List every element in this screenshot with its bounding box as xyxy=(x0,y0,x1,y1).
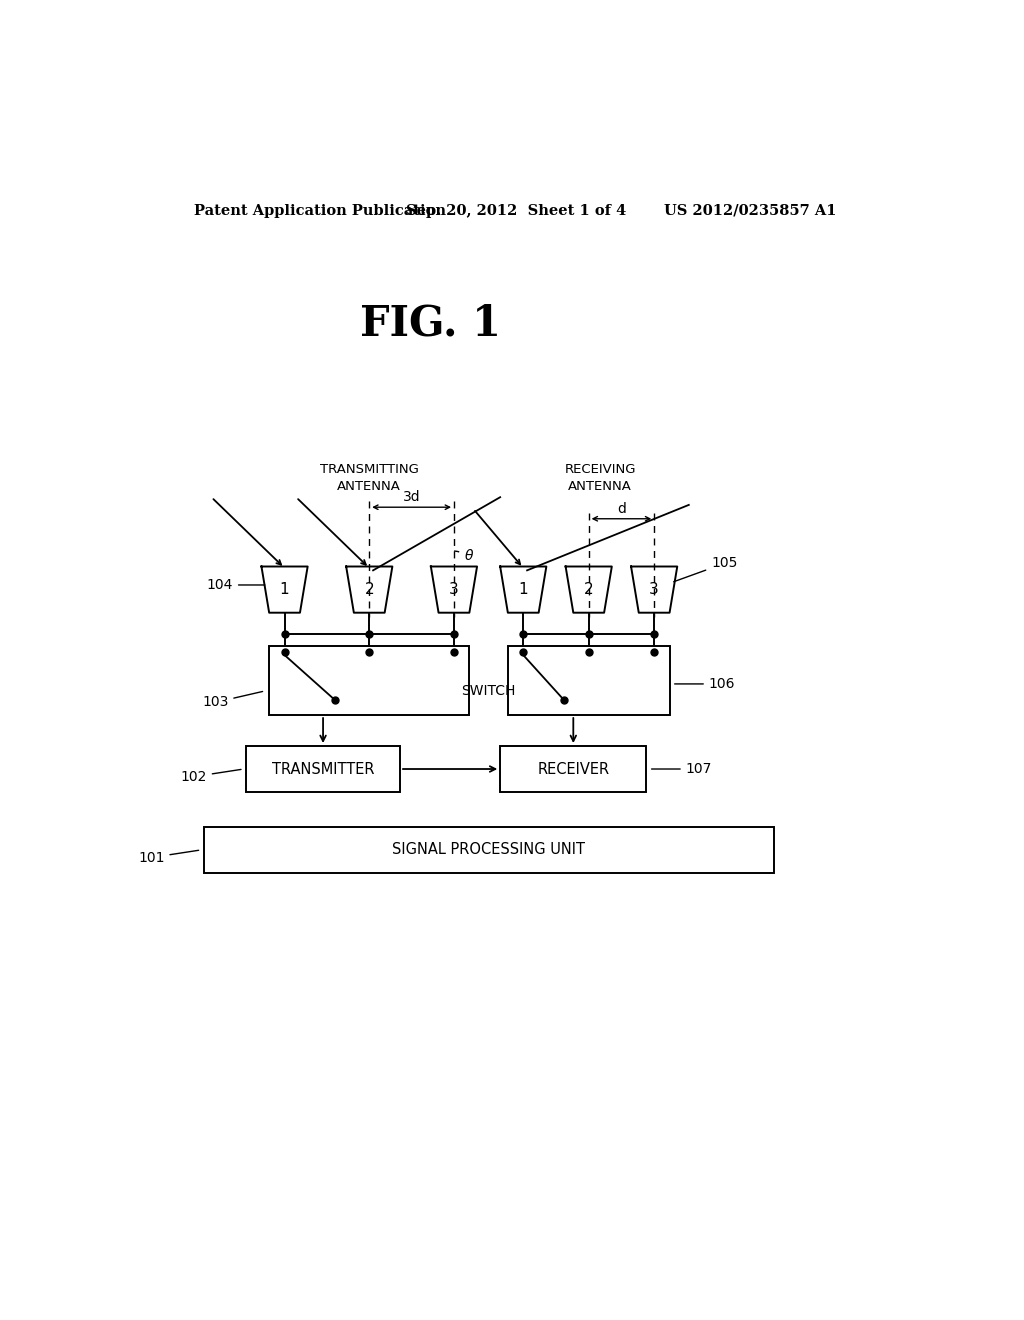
Bar xyxy=(500,746,646,792)
Text: 3: 3 xyxy=(649,582,659,597)
Text: 105: 105 xyxy=(674,557,737,582)
Text: 1: 1 xyxy=(280,582,290,597)
Text: 103: 103 xyxy=(202,692,262,709)
Bar xyxy=(246,746,400,792)
Text: SIGNAL PROCESSING UNIT: SIGNAL PROCESSING UNIT xyxy=(392,842,585,858)
Bar xyxy=(269,645,469,715)
Text: SWITCH: SWITCH xyxy=(462,684,516,698)
Text: RECEIVING
ANTENNA: RECEIVING ANTENNA xyxy=(564,463,636,492)
Text: θ: θ xyxy=(465,549,473,564)
Bar xyxy=(508,645,670,715)
Text: 1: 1 xyxy=(518,582,528,597)
Bar xyxy=(204,826,773,873)
Text: 104: 104 xyxy=(207,578,265,591)
Text: 101: 101 xyxy=(138,850,199,865)
Text: TRANSMITTING
ANTENNA: TRANSMITTING ANTENNA xyxy=(319,463,419,492)
Text: 2: 2 xyxy=(365,582,374,597)
Text: 106: 106 xyxy=(675,677,735,690)
Text: 3: 3 xyxy=(450,582,459,597)
Text: RECEIVER: RECEIVER xyxy=(538,762,609,776)
Text: d: d xyxy=(617,502,626,516)
Text: TRANSMITTER: TRANSMITTER xyxy=(271,762,375,776)
Text: 3d: 3d xyxy=(402,490,421,504)
Text: Patent Application Publication: Patent Application Publication xyxy=(194,203,445,218)
Text: 107: 107 xyxy=(651,762,712,776)
Text: US 2012/0235857 A1: US 2012/0235857 A1 xyxy=(665,203,837,218)
Text: 2: 2 xyxy=(584,582,594,597)
Text: 102: 102 xyxy=(180,770,241,784)
Text: FIG. 1: FIG. 1 xyxy=(360,304,502,345)
Text: Sep. 20, 2012  Sheet 1 of 4: Sep. 20, 2012 Sheet 1 of 4 xyxy=(407,203,627,218)
